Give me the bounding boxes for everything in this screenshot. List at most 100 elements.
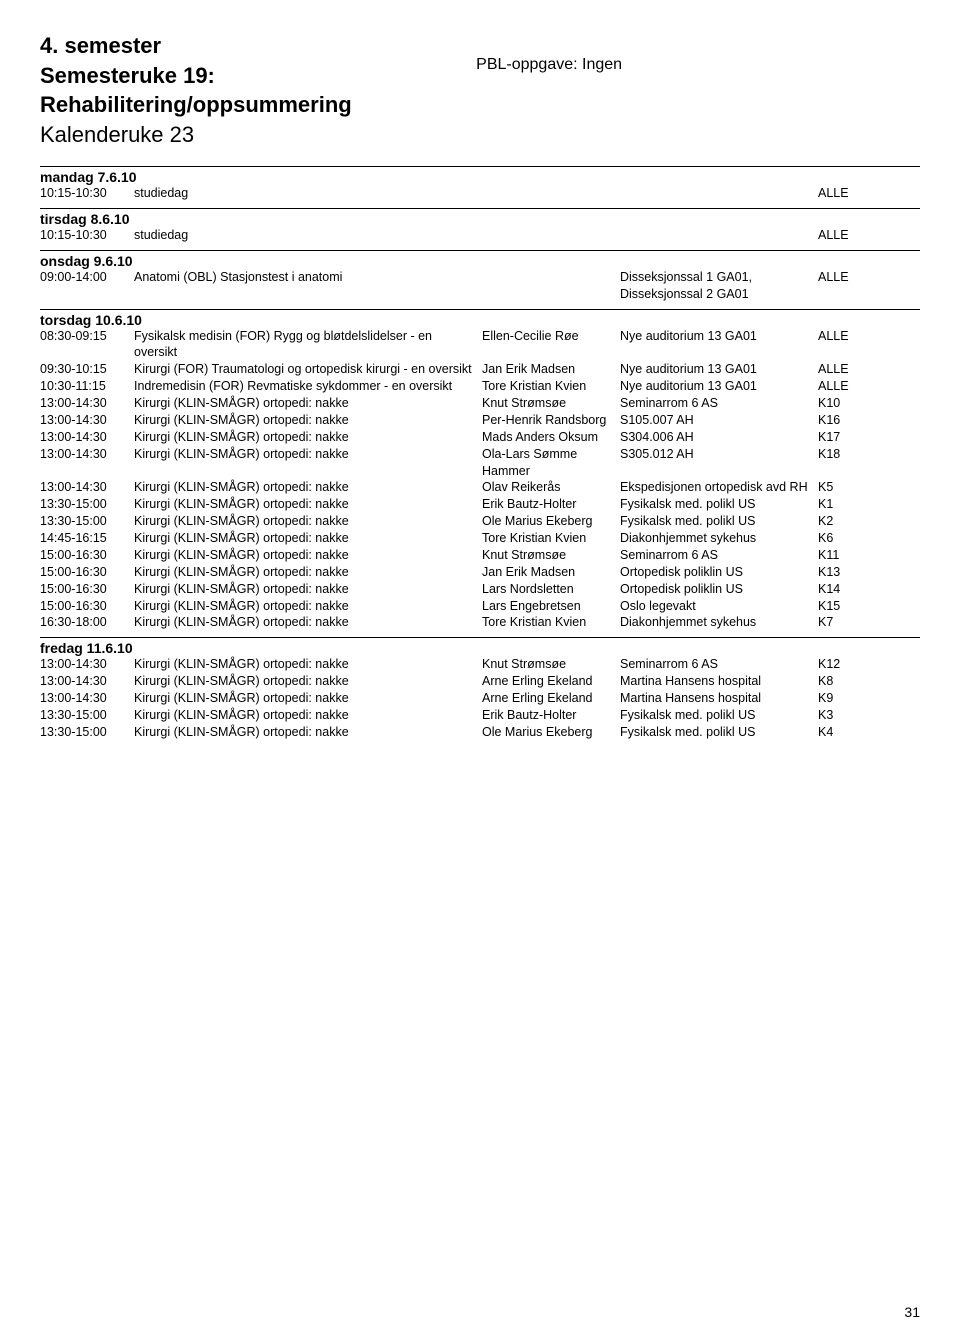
code-cell: K13: [818, 564, 868, 581]
location-cell: Martina Hansens hospital: [620, 673, 810, 690]
person-cell: Knut Strømsøe: [482, 547, 612, 564]
person-cell: Ole Marius Ekeberg: [482, 724, 612, 741]
day-header: fredag 11.6.10: [40, 637, 920, 656]
person-cell: Arne Erling Ekeland: [482, 690, 612, 707]
code-cell: ALLE: [818, 269, 868, 303]
time-cell: 13:00-14:30: [40, 395, 126, 412]
person-cell: Arne Erling Ekeland: [482, 673, 612, 690]
day-header: mandag 7.6.10: [40, 166, 920, 185]
time-cell: 15:00-16:30: [40, 564, 126, 581]
schedule-row: 13:00-14:30 Kirurgi (KLIN-SMÅGR) ortopedi…: [40, 479, 920, 496]
code-cell: K4: [818, 724, 868, 741]
day-header: torsdag 10.6.10: [40, 309, 920, 328]
location-cell: S304.006 AH: [620, 429, 810, 446]
label-cell: Kirurgi (KLIN-SMÅGR) ortopedi: nakke: [134, 724, 474, 741]
person-cell: Ola-Lars Sømme Hammer: [482, 446, 612, 480]
location-cell: Ekspedisjonen ortopedisk avd RH: [620, 479, 810, 496]
person-cell: Lars Nordsletten: [482, 581, 612, 598]
time-cell: 13:00-14:30: [40, 479, 126, 496]
page-header: 4. semester Semesteruke 19: Rehabiliteri…: [40, 32, 920, 148]
code-cell: ALLE: [818, 378, 868, 395]
location-cell: Ortopedisk poliklin US: [620, 581, 810, 598]
label-cell: Kirurgi (KLIN-SMÅGR) ortopedi: nakke: [134, 581, 474, 598]
time-cell: 08:30-09:15: [40, 328, 126, 362]
person-cell: Tore Kristian Kvien: [482, 530, 612, 547]
code-cell: K18: [818, 446, 868, 480]
schedule-row: 13:00-14:30Kirurgi (KLIN-SMÅGR) ortopedi…: [40, 673, 920, 690]
person-cell: Jan Erik Madsen: [482, 564, 612, 581]
label-cell: Kirurgi (KLIN-SMÅGR) ortopedi: nakke: [134, 429, 474, 446]
person-cell: Per-Henrik Randsborg: [482, 412, 612, 429]
location-cell: [620, 185, 810, 202]
label-cell: Kirurgi (KLIN-SMÅGR) ortopedi: nakke: [134, 513, 474, 530]
schedule-row: 08:30-09:15Fysikalsk medisin (FOR) Rygg …: [40, 328, 920, 362]
code-cell: K15: [818, 598, 868, 615]
code-cell: K16: [818, 412, 868, 429]
location-cell: Nye auditorium 13 GA01: [620, 378, 810, 395]
person-cell: Erik Bautz-Holter: [482, 707, 612, 724]
person-cell: Jan Erik Madsen: [482, 361, 612, 378]
location-cell: Fysikalsk med. polikl US: [620, 513, 810, 530]
person-cell: [482, 227, 612, 244]
location-cell: [620, 227, 810, 244]
person-cell: [482, 269, 612, 303]
schedule-row: 13:30-15:00Kirurgi (KLIN-SMÅGR) ortopedi…: [40, 496, 920, 513]
time-cell: 15:00-16:30: [40, 547, 126, 564]
location-cell: Nye auditorium 13 GA01: [620, 361, 810, 378]
time-cell: 15:00-16:30: [40, 598, 126, 615]
code-cell: K2: [818, 513, 868, 530]
schedule-row: 09:30-10:15 Kirurgi (FOR) Traumatologi og…: [40, 361, 920, 378]
time-cell: 16:30-18:00: [40, 614, 126, 631]
location-cell: S105.007 AH: [620, 412, 810, 429]
label-cell: Kirurgi (KLIN-SMÅGR) ortopedi: nakke: [134, 614, 474, 631]
code-cell: K6: [818, 530, 868, 547]
label-cell: Kirurgi (KLIN-SMÅGR) ortopedi: nakke: [134, 530, 474, 547]
schedule-row: 13:30-15:00 Kirurgi (KLIN-SMÅGR) ortopedi…: [40, 513, 920, 530]
time-cell: 14:45-16:15: [40, 530, 126, 547]
location-cell: S305.012 AH: [620, 446, 810, 480]
schedule-row: 13:30-15:00Kirurgi (KLIN-SMÅGR) ortopedi…: [40, 724, 920, 741]
schedule-container: mandag 7.6.1010:15-10:30studiedagALLEtir…: [40, 166, 920, 741]
person-cell: Lars Engebretsen: [482, 598, 612, 615]
time-cell: 13:00-14:30: [40, 446, 126, 480]
person-cell: Ellen-Cecilie Røe: [482, 328, 612, 362]
label-cell: Kirurgi (FOR) Traumatologi og ortopedisk…: [134, 361, 474, 378]
code-cell: K5: [818, 479, 868, 496]
schedule-row: 15:00-16:30Kirurgi (KLIN-SMÅGR) ortopedi…: [40, 581, 920, 598]
week-title: Semesteruke 19:: [40, 62, 352, 90]
time-cell: 09:30-10:15: [40, 361, 126, 378]
label-cell: Kirurgi (KLIN-SMÅGR) ortopedi: nakke: [134, 412, 474, 429]
location-cell: Diakonhjemmet sykehus: [620, 614, 810, 631]
header-left: 4. semester Semesteruke 19: Rehabiliteri…: [40, 32, 352, 148]
code-cell: ALLE: [818, 328, 868, 362]
label-cell: Kirurgi (KLIN-SMÅGR) ortopedi: nakke: [134, 479, 474, 496]
schedule-row: 13:00-14:30Kirurgi (KLIN-SMÅGR) ortopedi…: [40, 412, 920, 429]
time-cell: 13:30-15:00: [40, 513, 126, 530]
time-cell: 13:30-15:00: [40, 496, 126, 513]
time-cell: 13:00-14:30: [40, 673, 126, 690]
time-cell: 10:30-11:15: [40, 378, 126, 395]
code-cell: ALLE: [818, 227, 868, 244]
label-cell: Indremedisin (FOR) Revmatiske sykdommer …: [134, 378, 474, 395]
label-cell: studiedag: [134, 227, 474, 244]
code-cell: K3: [818, 707, 868, 724]
location-cell: Seminarrom 6 AS: [620, 395, 810, 412]
page-number: 31: [904, 1304, 920, 1320]
label-cell: Kirurgi (KLIN-SMÅGR) ortopedi: nakke: [134, 656, 474, 673]
location-cell: Fysikalsk med. polikl US: [620, 496, 810, 513]
schedule-row: 13:00-14:30Kirurgi (KLIN-SMÅGR) ortopedi…: [40, 395, 920, 412]
person-cell: Knut Strømsøe: [482, 395, 612, 412]
location-cell: Fysikalsk med. polikl US: [620, 707, 810, 724]
schedule-row: 13:30-15:00Kirurgi (KLIN-SMÅGR) ortopedi…: [40, 707, 920, 724]
label-cell: Kirurgi (KLIN-SMÅGR) ortopedi: nakke: [134, 690, 474, 707]
time-cell: 09:00-14:00: [40, 269, 126, 303]
label-cell: Kirurgi (KLIN-SMÅGR) ortopedi: nakke: [134, 446, 474, 480]
schedule-row: 09:00-14:00Anatomi (OBL) Stasjonstest i …: [40, 269, 920, 303]
calendar-week: Kalenderuke 23: [40, 121, 352, 149]
code-cell: K17: [818, 429, 868, 446]
code-cell: K11: [818, 547, 868, 564]
time-cell: 10:15-10:30: [40, 185, 126, 202]
schedule-row: 10:15-10:30studiedagALLE: [40, 227, 920, 244]
label-cell: Kirurgi (KLIN-SMÅGR) ortopedi: nakke: [134, 707, 474, 724]
location-cell: Ortopedisk poliklin US: [620, 564, 810, 581]
